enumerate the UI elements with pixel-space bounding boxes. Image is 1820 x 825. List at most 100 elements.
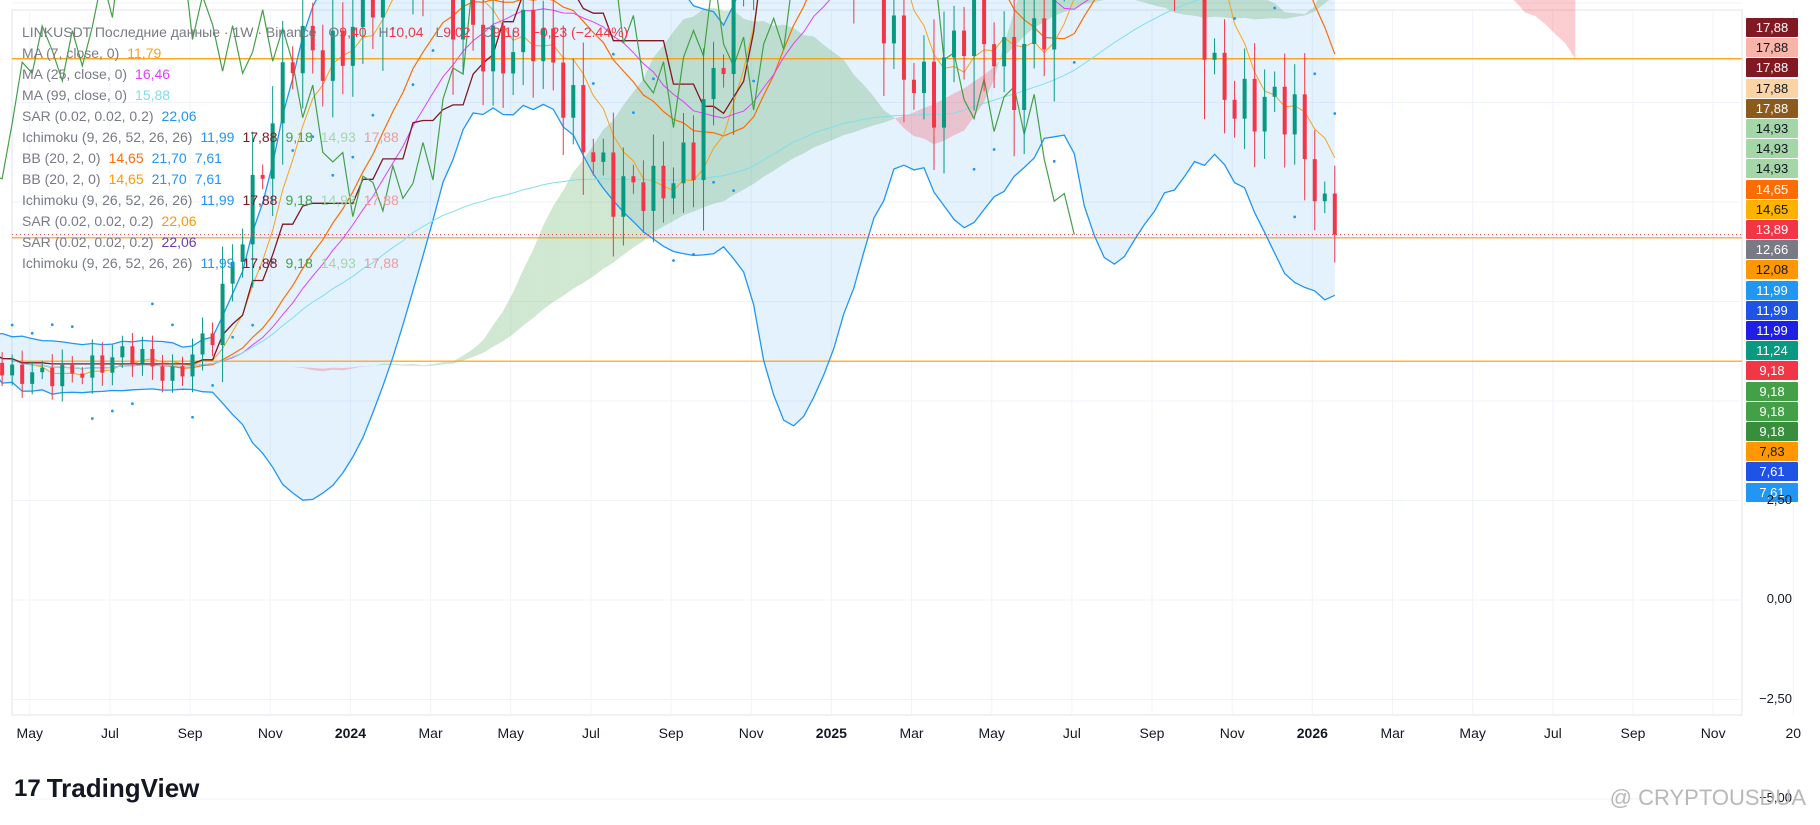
ichimoku-cloud-segment (733, 10, 744, 195)
indicator-row[interactable]: MA (99, close, 0) 15,88 (22, 85, 636, 106)
price-label: 12,08 (1746, 260, 1798, 280)
x-tick-label: Sep (1620, 725, 1646, 741)
candle-body (10, 364, 15, 376)
indicator-value: 14,93 (320, 255, 356, 271)
indicator-value: 17,88 (363, 129, 399, 145)
ichimoku-cloud-segment (1074, 0, 1085, 9)
tradingview-logo[interactable]: 17 TradingView (14, 773, 199, 804)
indicator-value: 17,88 (242, 255, 278, 271)
sar-dot (712, 180, 715, 184)
indicator-row[interactable]: SAR (0.02, 0.02, 0.2) 22,06 (22, 106, 636, 127)
y-tick-label: 0,00 (1766, 591, 1792, 606)
candle-body (360, 0, 365, 27)
sar-dot (90, 417, 94, 420)
x-tick-label: Jul (1543, 725, 1562, 741)
sar-dot (110, 409, 114, 413)
ichimoku-cloud-segment (1164, 0, 1175, 13)
indicator-name: SAR (0.02, 0.02, 0.2) (22, 234, 154, 250)
indicator-value: 7,61 (194, 171, 222, 187)
ichimoku-cloud-segment (1545, 0, 1556, 35)
indicator-name: BB (20, 2, 0) (22, 150, 101, 166)
candle-body (20, 364, 25, 384)
candle-body (972, 0, 977, 56)
sar-dot (692, 252, 695, 256)
sar-dot (1273, 6, 1277, 10)
x-tick-label: May (1459, 725, 1486, 741)
indicator-row[interactable]: BB (20, 2, 0) 14,65 21,70 7,61 (22, 148, 636, 169)
candle-body (170, 366, 175, 381)
indicator-row[interactable]: Ichimoku (9, 26, 52, 26, 26) 11,99 17,88 9,… (22, 253, 636, 274)
indicator-value: 14,93 (320, 129, 356, 145)
indicator-value: 22,06 (161, 108, 197, 124)
sar-dot (992, 148, 996, 151)
candle-body (962, 30, 967, 56)
candle-body (911, 79, 916, 93)
candle-body (1252, 78, 1257, 132)
ichimoku-cloud-segment (994, 44, 1005, 80)
ichimoku-cloud-segment (412, 363, 423, 367)
candle-body (621, 176, 626, 217)
candle-body (1292, 94, 1297, 135)
candle-body (370, 0, 375, 18)
ichimoku-cloud-segment (1324, 0, 1330, 4)
indicator-row[interactable]: SAR (0.02, 0.02, 0.2) 22,06 (22, 211, 636, 232)
ichimoku-cloud-segment (743, 18, 754, 190)
ichimoku-cloud-segment (1054, 0, 1065, 16)
x-tick-label: May (978, 725, 1005, 741)
ichimoku-cloud-segment (473, 340, 484, 357)
indicator-name: Ichimoku (9, 26, 52, 26, 26) (22, 255, 193, 271)
indicator-row[interactable]: MA (25, close, 0) 16,46 (22, 64, 636, 85)
ichimoku-cloud-segment (1525, 0, 1536, 16)
candle-body (350, 26, 355, 66)
ichimoku-cloud-segment (593, 129, 604, 277)
price-label: 17,88 (1746, 58, 1798, 78)
candle-body (280, 62, 285, 124)
ichimoku-cloud-segment (633, 79, 644, 248)
symbol-title: LINKUSDT Последние данные · 1W · Binance (22, 24, 317, 40)
open-value: 9,40 (339, 24, 367, 40)
candle-body (481, 24, 486, 72)
indicator-row[interactable]: MA (7, close, 0) 11,79 (22, 43, 636, 64)
candle-body (541, 28, 546, 62)
ichimoku-cloud-segment (292, 367, 303, 369)
sar-dot (591, 82, 595, 85)
ichimoku-cloud-segment (372, 363, 383, 367)
ichimoku-cloud-segment (613, 105, 624, 263)
ichimoku-cloud-segment (793, 28, 804, 159)
x-tick-label: 2024 (334, 725, 366, 741)
sar-dot (1293, 215, 1297, 219)
candle-body (611, 152, 616, 217)
ichimoku-cloud-segment (302, 367, 313, 371)
candle-body (230, 261, 235, 284)
ichimoku-cloud-segment (1154, 0, 1165, 8)
indicator-row[interactable]: BB (20, 2, 0) 14,65 21,70 7,61 (22, 169, 636, 190)
ichimoku-cloud-segment (783, 24, 794, 165)
bb-basis-line (0, 0, 1336, 370)
sar-dot (611, 52, 615, 56)
indicator-row[interactable]: SAR (0.02, 0.02, 0.2) 22,06 (22, 232, 636, 253)
candle-body (561, 62, 566, 118)
indicator-row[interactable]: Ichimoku (9, 26, 52, 26, 26) 11,99 17,88 9,… (22, 127, 636, 148)
ichimoku-cloud-segment (1304, 6, 1315, 16)
tradingview-brand: TradingView (46, 773, 200, 803)
sar-dot (972, 167, 976, 171)
candle-body (270, 123, 275, 179)
candle-body (942, 57, 947, 128)
sar-dot (371, 113, 375, 117)
ichimoku-cloud-segment (1565, 0, 1576, 60)
candle-body (90, 355, 95, 378)
ichimoku-cloud-segment (1204, 0, 1215, 18)
ichimoku-cloud-segment (843, 59, 854, 136)
ichimoku-cloud-segment (1004, 11, 1015, 57)
candle-body (1312, 159, 1317, 202)
indicator-value: 15,88 (135, 87, 171, 103)
candle-body (661, 165, 666, 199)
ichimoku-cloud-segment (813, 36, 824, 148)
candle-body (250, 174, 255, 245)
price-label: 7,61 (1746, 462, 1798, 482)
candle-body (0, 362, 5, 376)
indicator-row[interactable]: Ichimoku (9, 26, 52, 26, 26) 11,99 17,88 9,… (22, 190, 636, 211)
indicator-name: MA (25, close, 0) (22, 66, 128, 82)
price-label: 17,88 (1746, 78, 1798, 98)
